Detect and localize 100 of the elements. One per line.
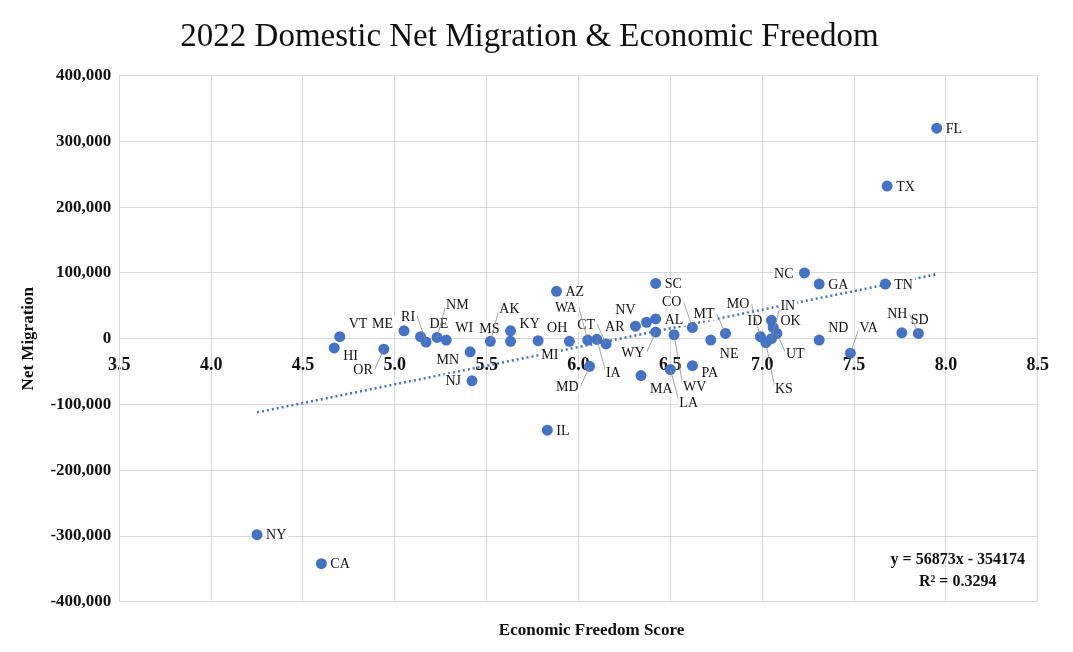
annotation: NV xyxy=(615,301,636,317)
point xyxy=(705,334,717,346)
point xyxy=(813,334,825,346)
annotation: MO xyxy=(726,296,750,312)
point xyxy=(484,335,496,347)
point xyxy=(813,278,825,290)
annotation: LA xyxy=(679,395,699,411)
point xyxy=(334,331,346,343)
chart-title: 2022 Domestic Net Migration & Economic Freedom xyxy=(180,17,880,54)
point xyxy=(798,267,810,279)
annotation: KS xyxy=(774,381,793,397)
annotation: CA xyxy=(330,556,351,572)
annotation: OR xyxy=(353,361,374,377)
point xyxy=(505,335,517,347)
annotation: NE xyxy=(719,345,739,361)
annotation: NJ xyxy=(445,373,462,389)
annotation: MA xyxy=(649,381,674,397)
annotation: y = 56873x - 354174 xyxy=(890,549,1025,568)
point xyxy=(881,180,893,192)
annotation: ME xyxy=(372,316,394,332)
annotation: NC xyxy=(774,265,794,281)
annotation: NY xyxy=(266,527,287,543)
point xyxy=(251,529,263,541)
x-tick-label: 5.0 xyxy=(383,354,407,375)
point xyxy=(760,337,772,349)
annotation: AL xyxy=(664,311,684,327)
point xyxy=(686,322,698,334)
annotation: WV xyxy=(683,379,707,395)
x-tick-label: 3.5 xyxy=(108,354,131,375)
annotation: IN xyxy=(780,298,796,314)
point xyxy=(328,342,340,354)
y-tick-label: 0 xyxy=(102,328,112,348)
point xyxy=(686,360,698,372)
x-axis-title: Economic Freedom Score xyxy=(497,620,686,640)
y-tick-label: 300,000 xyxy=(56,130,112,150)
point xyxy=(650,277,662,289)
point xyxy=(378,343,390,355)
point xyxy=(563,335,575,347)
point xyxy=(440,334,452,346)
x-tick-label: 8.0 xyxy=(934,354,958,375)
point xyxy=(466,375,478,387)
x-tick-label: 5.5 xyxy=(475,354,498,375)
point xyxy=(641,316,652,328)
annotation: WY xyxy=(621,344,645,360)
annotation: IA xyxy=(605,365,622,381)
annotation: MT xyxy=(693,306,715,322)
point xyxy=(398,325,410,337)
point xyxy=(650,313,662,325)
x-tick-label: 4.5 xyxy=(291,354,315,375)
annotation: RI xyxy=(401,308,416,324)
annotation: MI xyxy=(541,347,559,362)
annotation: WA xyxy=(554,299,578,315)
annotation: AK xyxy=(499,301,520,316)
annotation: ND xyxy=(828,319,849,335)
annotation: OH xyxy=(547,320,568,336)
annotation: TX xyxy=(896,178,915,194)
annotation: AR xyxy=(605,318,626,334)
annotation: HI xyxy=(343,347,359,363)
y-tick-label: -100,000 xyxy=(50,393,112,413)
point xyxy=(505,325,517,337)
point xyxy=(315,558,327,570)
annotation: GA xyxy=(828,276,850,292)
annotation: TN xyxy=(894,276,913,292)
point xyxy=(629,320,641,332)
point xyxy=(464,346,476,358)
y-tick-label: -400,000 xyxy=(50,591,112,611)
annotation: VT xyxy=(348,316,368,332)
point xyxy=(931,122,943,134)
annotation: PA xyxy=(701,365,719,381)
point xyxy=(896,327,908,339)
annotation: NH xyxy=(887,306,908,322)
annotation: MS xyxy=(479,321,500,336)
annotation: ID xyxy=(747,313,763,329)
annotation: DE xyxy=(429,316,449,332)
point xyxy=(550,285,562,297)
annotation: WI xyxy=(455,319,474,335)
annotation: MN xyxy=(436,351,460,367)
annotation: FL xyxy=(945,120,963,136)
annotation: CO xyxy=(661,294,682,310)
annotation: R² = 0.3294 xyxy=(919,571,997,589)
point xyxy=(912,327,924,339)
annotation: SD xyxy=(910,312,929,328)
point xyxy=(635,370,647,382)
annotation: AZ xyxy=(565,284,585,300)
y-tick-label: 100,000 xyxy=(56,262,112,282)
y-axis-title: Net Migration xyxy=(17,286,37,391)
annotation: MD xyxy=(555,379,579,394)
annotation: VA xyxy=(859,319,879,335)
annotation: NM xyxy=(446,297,470,313)
point xyxy=(541,424,553,436)
y-tick-label: 200,000 xyxy=(56,196,112,216)
annotation: CT xyxy=(577,316,596,332)
annotation: UT xyxy=(785,346,806,362)
annotation: SC xyxy=(664,276,682,292)
annotation: IL xyxy=(556,422,570,438)
point xyxy=(650,326,662,338)
x-tick-label: 7.5 xyxy=(842,354,866,375)
y-tick-label: 400,000 xyxy=(56,64,112,84)
x-tick-label: 8.5 xyxy=(1026,354,1049,375)
point xyxy=(719,327,731,339)
